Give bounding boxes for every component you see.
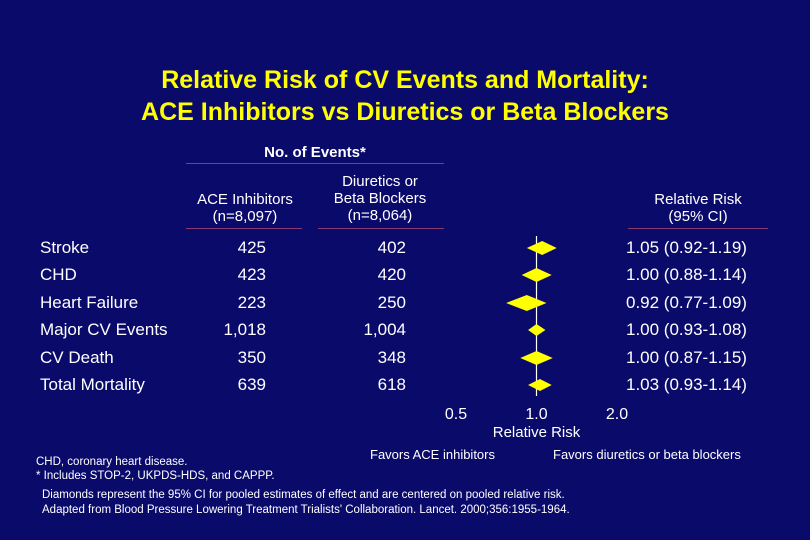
row-label: Heart Failure: [40, 293, 139, 312]
slide-title: Relative Risk of CV Events and Mortality…: [0, 64, 810, 128]
ace-header-rule: [186, 228, 302, 229]
events-header-rule: [186, 163, 444, 164]
ci-text: 1.00 (0.88-1.14): [626, 265, 747, 284]
x-tick-label: 1.0: [525, 406, 547, 423]
div-events: 402: [377, 238, 406, 257]
diamond-cv-death: [520, 351, 553, 365]
diamond-major-cv-events: [528, 324, 546, 336]
div-events: 250: [377, 293, 406, 312]
ci-text: 1.03 (0.93-1.14): [626, 375, 747, 394]
footnote-includes: * Includes STOP-2, UKPDS-HDS, and CAPPP.: [36, 470, 275, 482]
div-header-label-1: Diuretics or: [342, 173, 418, 190]
ace-events: 425: [237, 238, 266, 257]
row-label: CHD: [40, 265, 77, 284]
row-label: Major CV Events: [40, 320, 168, 339]
row-label: CV Death: [40, 348, 114, 367]
ace-events: 423: [237, 265, 266, 284]
diamond-total-mortality: [528, 379, 552, 391]
favors-left-label: Favors ACE inhibitors: [370, 447, 495, 462]
diamond-stroke: [526, 241, 557, 255]
div-header-n: (n=8,064): [347, 207, 413, 224]
ci-text: 1.05 (0.92-1.19): [626, 238, 747, 257]
row-label: Stroke: [40, 238, 90, 257]
row-label: Total Mortality: [40, 375, 145, 394]
ace-header-n: (n=8,097): [212, 208, 278, 225]
div-events: 1,004: [363, 320, 406, 339]
rr-header-label: Relative Risk: [654, 191, 742, 208]
ci-text: 1.00 (0.93-1.08): [626, 320, 747, 339]
diamond-heart-failure: [506, 295, 547, 311]
div-events: 618: [377, 375, 406, 394]
rr-header-ci: (95% CI): [668, 208, 728, 225]
ace-header-label: ACE Inhibitors: [197, 191, 293, 208]
rr-header-rule: [628, 228, 768, 229]
ace-events: 639: [237, 375, 266, 394]
footnote-abbrev: CHD, coronary heart disease.: [36, 456, 188, 468]
ace-header: ACE Inhibitors (n=8,097): [180, 191, 310, 225]
x-axis-label: Relative Risk: [493, 424, 581, 441]
ci-text: 1.00 (0.87-1.15): [626, 348, 747, 367]
div-events: 348: [377, 348, 406, 367]
ace-events: 1,018: [223, 320, 266, 339]
x-tick-label: 2.0: [606, 406, 628, 423]
x-tick-label: 0.5: [445, 406, 467, 423]
ci-text: 0.92 (0.77-1.09): [626, 293, 747, 312]
div-header-rule: [318, 228, 444, 229]
div-header-label-2: Beta Blockers: [333, 190, 427, 207]
div-header: Diuretics or Beta Blockers (n=8,064): [310, 173, 450, 224]
favors-right-label: Favors diuretics or beta blockers: [553, 447, 741, 462]
title-line-1: Relative Risk of CV Events and Mortality…: [161, 66, 649, 94]
rr-header: Relative Risk (95% CI): [628, 191, 768, 225]
footnote-diamonds: Diamonds represent the 95% CI for pooled…: [42, 489, 565, 501]
diamond-chd: [521, 268, 552, 282]
footnote-source: Adapted from Blood Pressure Lowering Tre…: [42, 504, 570, 516]
div-events: 420: [377, 265, 406, 284]
ace-events: 350: [237, 348, 266, 367]
events-header: No. of Events*: [264, 144, 366, 161]
ace-events: 223: [237, 293, 266, 312]
title-line-2: ACE Inhibitors vs Diuretics or Beta Bloc…: [141, 98, 669, 126]
